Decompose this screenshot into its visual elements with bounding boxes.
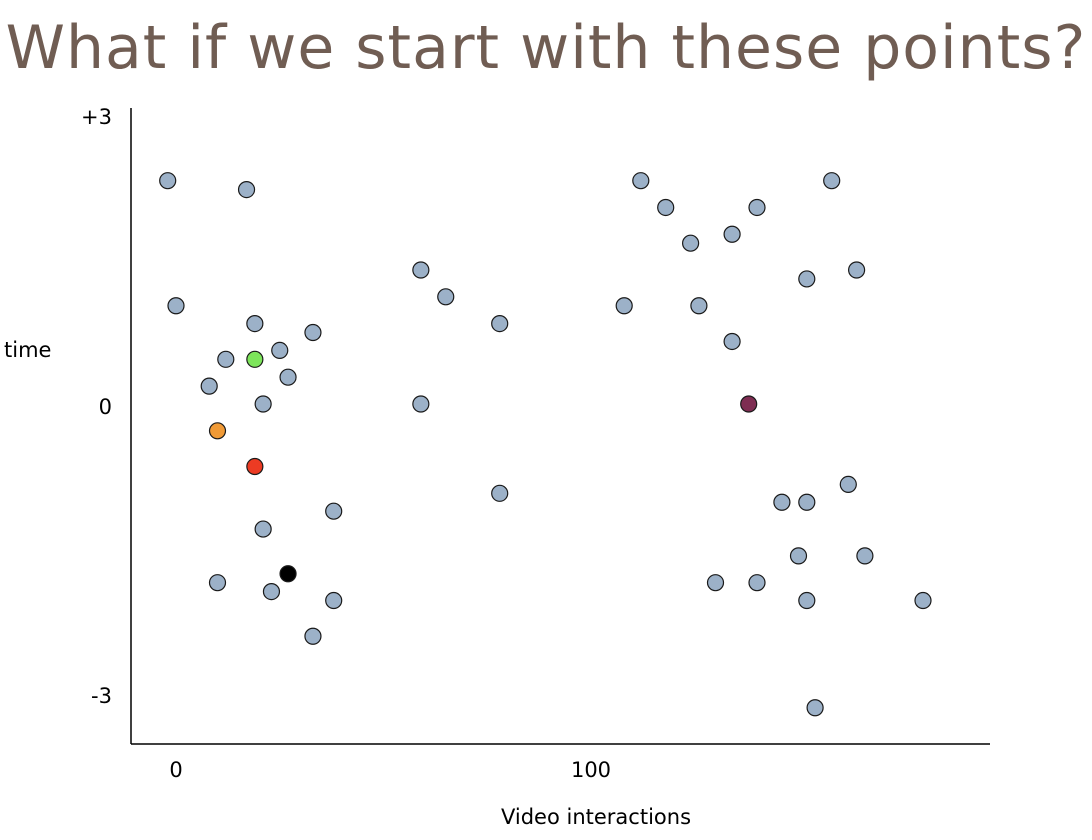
data-point: [632, 172, 650, 190]
y-tick-label: +3: [81, 105, 112, 129]
data-point: [437, 288, 455, 306]
data-point: [798, 493, 816, 511]
data-point: [412, 261, 430, 279]
data-point: [681, 234, 700, 252]
data-point: [246, 315, 264, 333]
y-axis-label: time: [4, 338, 51, 362]
data-point-red: [246, 457, 264, 476]
data-point: [217, 350, 235, 368]
data-point: [412, 395, 430, 413]
data-points: [159, 172, 932, 717]
data-point: [723, 225, 741, 243]
slide-title: What if we start with these points?: [5, 13, 1087, 83]
y-tick-label: 0: [99, 395, 112, 419]
data-point: [748, 198, 766, 217]
data-point: [271, 341, 289, 359]
data-point: [789, 547, 808, 565]
data-point: [159, 172, 177, 190]
data-point: [325, 502, 343, 520]
data-point: [167, 297, 185, 315]
data-point: [208, 574, 227, 592]
data-point: [491, 315, 509, 333]
data-point: [325, 591, 343, 610]
data-point-orange: [208, 422, 227, 440]
data-point: [304, 627, 322, 645]
data-point: [914, 591, 932, 610]
data-point: [262, 582, 281, 601]
x-tick-label: 100: [571, 758, 611, 782]
data-point-purple: [740, 395, 758, 413]
data-point: [657, 198, 675, 217]
data-point: [615, 297, 633, 315]
data-point: [279, 368, 297, 386]
data-point: [798, 270, 816, 288]
data-point: [748, 574, 766, 592]
x-tick-label: 0: [169, 758, 182, 782]
data-point: [806, 699, 824, 717]
data-point: [823, 172, 841, 190]
data-point: [773, 493, 791, 511]
data-point: [200, 377, 218, 395]
data-point: [304, 323, 322, 342]
data-point: [723, 332, 741, 351]
y-tick-label: -3: [91, 684, 112, 708]
data-point-black: [279, 565, 297, 583]
data-point: [254, 395, 272, 413]
data-point: [254, 520, 272, 538]
axes: [130, 108, 990, 745]
data-point: [491, 484, 509, 502]
data-point-green: [246, 350, 264, 368]
data-point: [798, 591, 816, 610]
data-point: [237, 181, 256, 199]
tick-labels: +3 0 -3 0 100: [81, 105, 611, 782]
x-axis-label: Video interactions: [501, 805, 691, 829]
data-point: [690, 297, 708, 315]
data-point: [856, 547, 874, 565]
data-point: [839, 475, 857, 493]
data-point: [706, 574, 725, 592]
data-point: [847, 261, 866, 279]
